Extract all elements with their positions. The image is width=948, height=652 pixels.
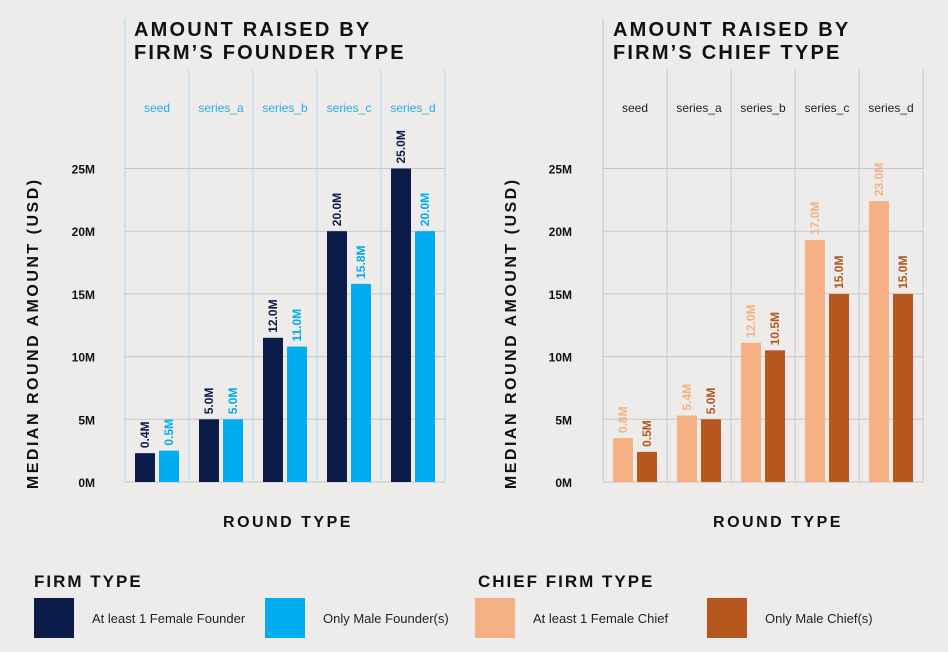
category-label: series_b [262, 101, 308, 115]
category-label: series_a [676, 101, 722, 115]
legend-swatch [34, 598, 74, 638]
y-tick-label: 5M [555, 413, 572, 427]
bar [893, 293, 913, 482]
data-label: 5.4M [680, 384, 694, 411]
legend-swatch [265, 598, 305, 638]
bar [415, 231, 435, 482]
y-tick-label: 20M [549, 225, 572, 239]
data-label: 23.0M [872, 163, 886, 196]
category-label: seed [622, 101, 648, 115]
bar [637, 451, 657, 482]
legend-item-male-founder: Only Male Founder(s) [265, 598, 449, 638]
data-label: 0.8M [616, 406, 630, 433]
chart-title: FIRM’S FOUNDER TYPE [134, 42, 406, 64]
y-tick-label: 20M [72, 225, 95, 239]
chart-title: AMOUNT RAISED BY [613, 19, 850, 41]
data-label: 20.0M [418, 193, 432, 226]
data-label: 11.0M [290, 309, 304, 342]
data-label: 17.0M [808, 202, 822, 235]
category-label: series_a [198, 101, 244, 115]
data-label: 15.8M [354, 246, 368, 279]
y-tick-label: 5M [78, 413, 95, 427]
y-tick-label: 25M [72, 163, 95, 177]
data-label: 15.0M [832, 256, 846, 289]
data-label: 20.0M [330, 193, 344, 226]
firm-legend-title: FIRM TYPE [34, 572, 143, 591]
bar [287, 346, 307, 482]
category-label: series_c [327, 101, 372, 115]
y-tick-label: 0M [555, 476, 572, 490]
data-label: 12.0M [744, 304, 758, 337]
y-tick-label: 25M [549, 163, 572, 177]
y-tick-label: 15M [549, 288, 572, 302]
y-axis-label: MEDIAN ROUND AMOUNT (USD) [503, 177, 520, 489]
data-label: 12.0M [266, 299, 280, 332]
legend-item-female-chief: At least 1 Female Chief [475, 598, 668, 638]
y-axis-label: MEDIAN ROUND AMOUNT (USD) [25, 177, 42, 489]
bar [351, 283, 371, 482]
y-tick-label: 0M [78, 476, 95, 490]
chart-title: FIRM’S CHIEF TYPE [613, 42, 842, 64]
legend-label: At least 1 Female Chief [533, 610, 669, 626]
bar [327, 231, 347, 482]
bar [869, 201, 889, 482]
bar [765, 350, 785, 482]
category-label: series_b [740, 101, 786, 115]
data-label: 0.5M [162, 419, 176, 446]
data-label: 5.0M [202, 388, 216, 415]
category-label: series_d [868, 101, 913, 115]
bar [677, 415, 697, 482]
legend-label: At least 1 Female Founder [92, 610, 246, 626]
category-label: seed [144, 101, 170, 115]
data-label: 15.0M [896, 256, 910, 289]
bar [159, 450, 179, 482]
data-label: 5.0M [226, 388, 240, 415]
legend-item-male-chief: Only Male Chief(s) [707, 598, 873, 638]
data-label: 5.0M [704, 388, 718, 415]
bar [263, 337, 283, 482]
data-label: 25.0M [394, 130, 408, 163]
bar [829, 293, 849, 482]
bar [223, 419, 243, 482]
y-tick-label: 10M [72, 351, 95, 365]
data-label: 10.5M [768, 312, 782, 345]
legend-swatch [707, 598, 747, 638]
data-label: 0.4M [138, 421, 152, 448]
y-tick-label: 10M [549, 351, 572, 365]
bar [701, 419, 721, 482]
chief-legend-title: CHIEF FIRM TYPE [478, 572, 655, 591]
x-axis-label: ROUND TYPE [223, 514, 353, 531]
chart-title: AMOUNT RAISED BY [134, 19, 371, 41]
bar [613, 438, 633, 482]
category-label: series_c [805, 101, 850, 115]
bar [805, 239, 825, 482]
x-axis-label: ROUND TYPE [713, 514, 843, 531]
bar [391, 168, 411, 482]
legend-item-female-founder: At least 1 Female Founder [34, 598, 245, 638]
legend-swatch [475, 598, 515, 638]
legend-label: Only Male Chief(s) [765, 610, 873, 626]
bar [135, 453, 155, 482]
data-label: 0.5M [640, 420, 654, 447]
category-label: series_d [390, 101, 435, 115]
bar [199, 419, 219, 482]
y-tick-label: 15M [72, 288, 95, 302]
legend-label: Only Male Founder(s) [323, 610, 449, 626]
bar [741, 342, 761, 482]
